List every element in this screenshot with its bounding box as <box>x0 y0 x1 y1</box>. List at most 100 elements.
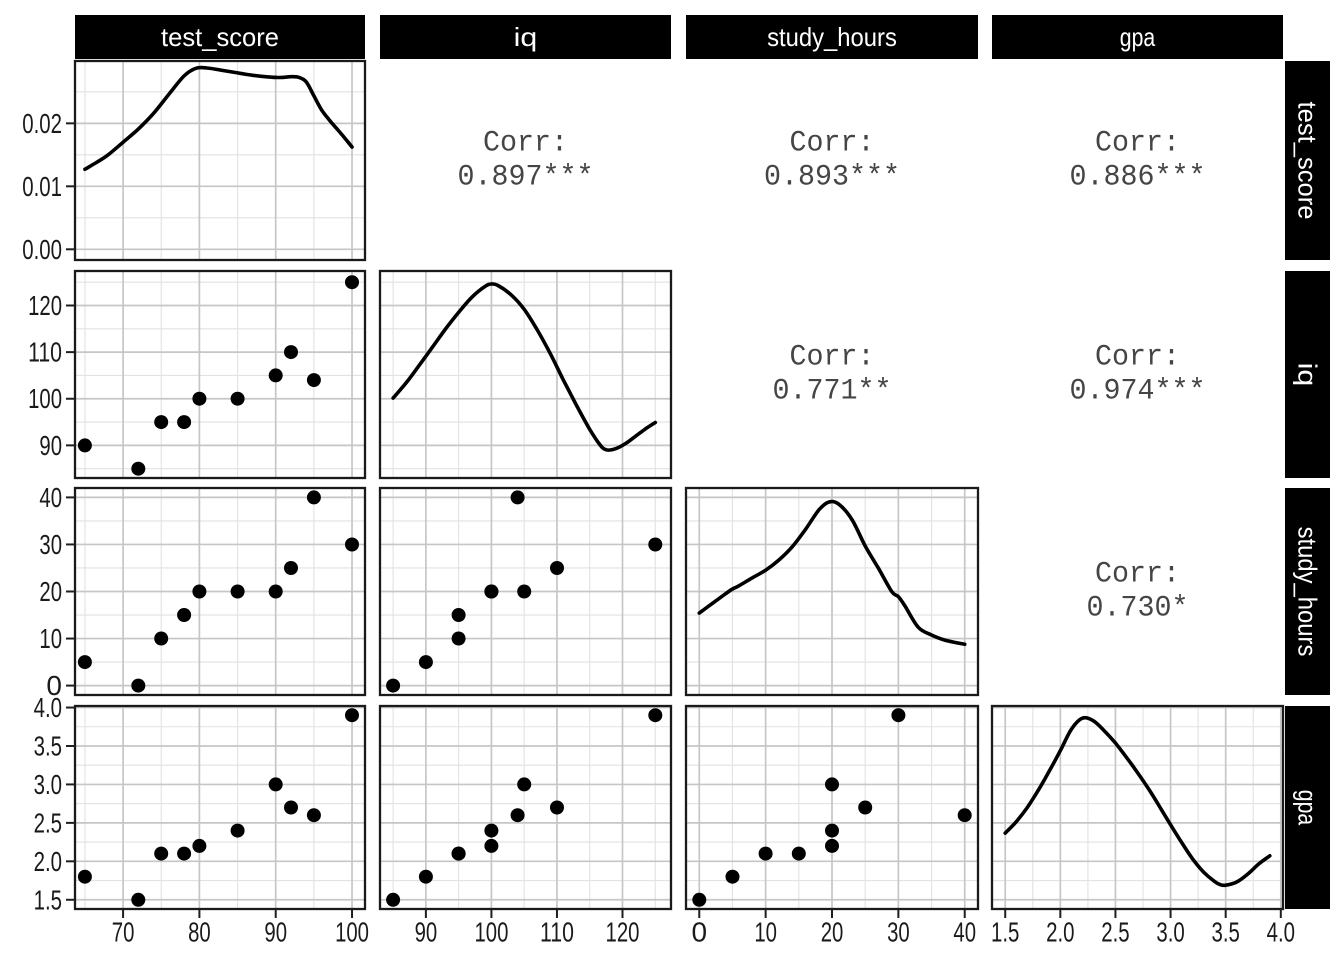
panel-border <box>684 486 980 697</box>
data-point <box>791 846 806 861</box>
scatter-panel-gpa-vs-study_hours <box>684 704 980 911</box>
corr-value: 0.730* <box>1087 592 1189 626</box>
corr-panel-test_score-gpa: Corr:0.886*** <box>1070 127 1206 195</box>
corr-value: 0.893*** <box>764 161 900 195</box>
corr-panel-study_hours-gpa: Corr:0.730* <box>1087 558 1189 626</box>
column-strip-label: gpa <box>1120 22 1156 52</box>
column-strip-gpa: gpa <box>992 15 1283 59</box>
row-strip-gpa: gpa <box>1285 706 1330 909</box>
x-tick-label: 80 <box>188 917 211 948</box>
data-point <box>550 561 564 575</box>
data-point <box>692 892 707 907</box>
x-tick-label: 30 <box>887 917 910 948</box>
x-tick-label: 100 <box>335 917 369 948</box>
x-tick-label: 3.5 <box>1211 917 1239 948</box>
data-point <box>345 708 359 723</box>
data-point <box>268 368 283 383</box>
y-tick-label: 3.5 <box>34 730 62 761</box>
x-tick-label: 90 <box>264 917 287 948</box>
data-point <box>306 808 321 823</box>
data-point <box>284 345 298 360</box>
data-point <box>484 584 499 599</box>
column-strip-label: test_score <box>161 22 279 52</box>
data-point <box>177 846 192 861</box>
y-tick-label: 120 <box>28 290 62 321</box>
data-point <box>418 655 433 670</box>
column-strip-bg <box>686 15 978 59</box>
data-point <box>825 838 839 853</box>
y-tick-label: 110 <box>28 337 62 368</box>
x-tick-label: 120 <box>606 917 640 948</box>
data-point <box>268 777 283 792</box>
scatter-panel-gpa-vs-test_score <box>73 704 367 911</box>
x-tick-label: 2.0 <box>1046 917 1074 948</box>
y-tick-label: 4.0 <box>34 692 62 723</box>
corr-value: 0.897*** <box>458 161 594 195</box>
data-point <box>858 800 873 815</box>
x-tick-label: 3.0 <box>1156 917 1184 948</box>
data-point <box>284 561 298 575</box>
data-point <box>957 808 972 823</box>
data-point <box>648 708 663 723</box>
corr-prefix: Corr: <box>483 127 568 161</box>
y-tick-label: 0.02 <box>22 108 62 139</box>
row-strip-label: iq <box>1293 363 1323 387</box>
data-point <box>131 892 146 907</box>
data-point <box>725 869 740 884</box>
panel-grid <box>380 706 671 909</box>
corr-value: 0.886*** <box>1070 161 1206 195</box>
y-tick-label: 0 <box>46 670 62 701</box>
data-point <box>154 846 169 861</box>
data-point <box>284 800 298 815</box>
panel-bg <box>380 271 671 478</box>
row-strip-test_score: test_score <box>1285 61 1330 260</box>
y-tick-label: 2.5 <box>34 807 62 838</box>
density-panel-test_score <box>73 59 367 262</box>
x-tick-label: 40 <box>953 917 976 948</box>
data-point <box>484 823 499 838</box>
panel-grid <box>75 61 365 260</box>
data-point <box>192 584 207 599</box>
data-point <box>825 777 839 792</box>
data-point <box>306 373 321 388</box>
data-point <box>451 608 466 622</box>
corr-prefix: Corr: <box>790 127 875 161</box>
density-panel-study_hours <box>684 486 980 697</box>
panel-border <box>378 269 673 480</box>
x-tick-label: 90 <box>415 917 438 948</box>
column-strip-study_hours: study_hours <box>686 15 978 59</box>
data-point <box>77 438 92 453</box>
data-point <box>891 708 906 723</box>
data-point <box>154 415 169 430</box>
panel-grid <box>686 488 978 695</box>
data-point <box>192 838 207 853</box>
y-tick-label: 2.0 <box>34 846 62 877</box>
panel-border <box>73 269 367 480</box>
panel-bg <box>992 706 1283 909</box>
data-point <box>131 461 146 476</box>
y-tick-label: 100 <box>28 383 62 414</box>
column-strip-bg <box>75 15 365 59</box>
column-strip-label: iq <box>514 22 538 52</box>
data-point <box>517 777 532 792</box>
x-tick-label: 4.0 <box>1267 917 1295 948</box>
scatter-panel-study_hours-vs-test_score <box>73 486 367 697</box>
data-point <box>758 846 773 861</box>
y-tick-label: 40 <box>39 482 62 513</box>
column-strip-bg <box>380 15 671 59</box>
data-point <box>177 608 192 622</box>
panel-bg <box>75 271 365 478</box>
data-point <box>451 631 466 646</box>
scatter-panel-study_hours-vs-iq <box>378 486 673 697</box>
corr-value: 0.771** <box>773 375 892 409</box>
x-tick-label: 110 <box>540 917 574 948</box>
corr-panel-iq-gpa: Corr:0.974*** <box>1070 341 1206 409</box>
y-tick-label: 10 <box>39 623 62 654</box>
panel-border <box>990 704 1285 911</box>
data-point <box>230 823 245 838</box>
panel-border <box>378 704 673 911</box>
corr-panel-iq-study_hours: Corr:0.771** <box>773 341 892 409</box>
scatter-panel-gpa-vs-iq <box>378 704 673 911</box>
